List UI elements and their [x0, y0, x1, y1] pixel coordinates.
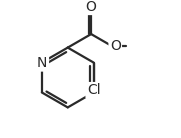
Text: Cl: Cl	[87, 83, 100, 97]
Text: O: O	[86, 0, 97, 14]
Text: N: N	[37, 56, 47, 70]
Text: O: O	[110, 39, 121, 53]
